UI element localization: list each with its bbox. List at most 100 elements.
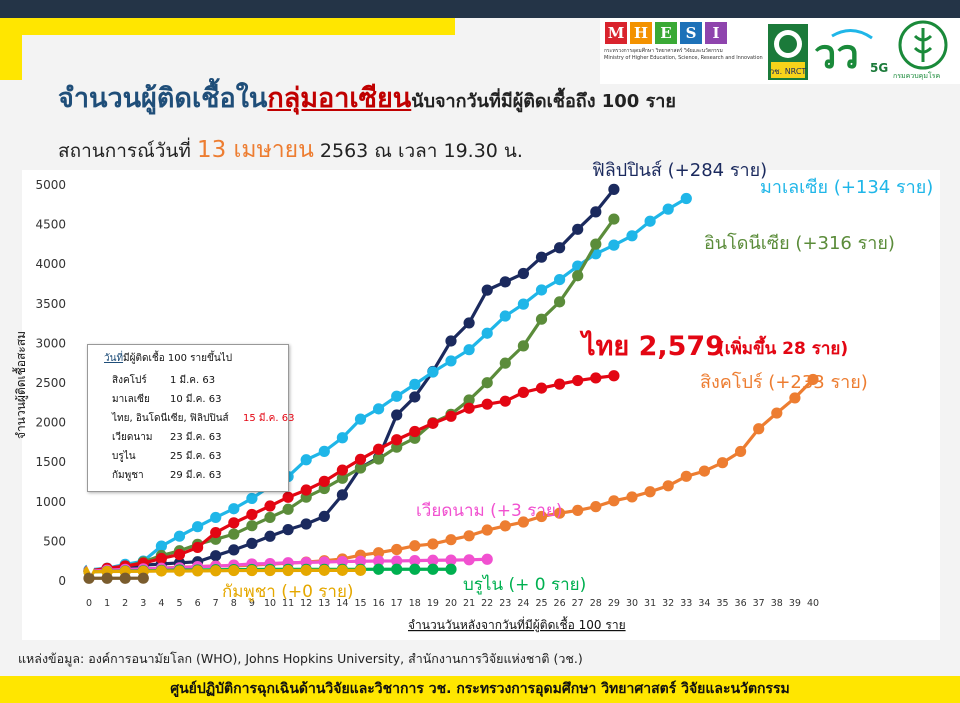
- data-point: [228, 503, 240, 515]
- data-point: [445, 554, 457, 566]
- x-tick-label: 24: [517, 598, 529, 609]
- data-point: [409, 391, 421, 403]
- data-point: [554, 507, 566, 519]
- data-point: [445, 534, 457, 546]
- data-point: [264, 564, 276, 577]
- data-point: [391, 390, 403, 402]
- data-point: [554, 273, 566, 286]
- data-point: [517, 340, 530, 352]
- data-point: [535, 510, 548, 523]
- x-tick-label: 25: [535, 598, 547, 609]
- x-tick-label: 36: [735, 598, 747, 609]
- data-point: [680, 192, 692, 205]
- data-point: [517, 267, 530, 280]
- data-point: [173, 530, 186, 542]
- data-point: [300, 454, 312, 466]
- data-point: [391, 543, 403, 556]
- mhesi-letter: I: [705, 22, 727, 44]
- x-tick-label: 8: [231, 598, 237, 609]
- footer-banner: ศูนย์ปฏิบัติการฉุกเฉินด้านวิจัยและวิชากา…: [0, 676, 960, 703]
- data-point: [246, 564, 258, 577]
- x-tick-label: 11: [282, 598, 294, 609]
- x-tick-label: 0: [86, 598, 92, 609]
- data-point: [83, 572, 95, 584]
- data-point: [246, 492, 258, 505]
- data-point: [572, 223, 584, 235]
- infobox-country: เวียดนาม: [112, 432, 153, 443]
- x-tick-label: 6: [195, 598, 201, 609]
- data-point: [445, 563, 457, 575]
- data-point: [499, 357, 511, 369]
- data-point: [644, 215, 656, 227]
- data-point: [282, 503, 294, 515]
- data-point: [698, 465, 711, 477]
- x-tick-label: 37: [753, 598, 765, 609]
- data-point: [210, 565, 222, 577]
- mhesi-letter: H: [630, 22, 652, 44]
- data-point: [481, 327, 493, 339]
- data-point: [210, 526, 222, 539]
- subtitle-prefix: สถานการณ์วันที่: [58, 140, 197, 162]
- data-point: [336, 489, 348, 501]
- infobox-header-rest: มีผู้ติดเชื้อ 100 รายขึ้นไป: [123, 353, 233, 364]
- data-point: [391, 563, 403, 575]
- mhesi-letter: S: [680, 22, 702, 44]
- data-point: [535, 313, 548, 325]
- data-point: [499, 310, 511, 322]
- data-point: [463, 530, 475, 542]
- data-point: [517, 516, 530, 528]
- data-point: [300, 564, 312, 576]
- x-tick-label: 10: [264, 598, 276, 609]
- x-tick-label: 33: [680, 598, 692, 609]
- data-point: [427, 563, 439, 575]
- data-point: [282, 491, 294, 503]
- x-tick-label: 35: [716, 598, 728, 609]
- data-point: [228, 528, 240, 540]
- x-tick-label: 32: [662, 598, 674, 609]
- data-point: [445, 410, 457, 422]
- data-point: [173, 548, 186, 561]
- mhesi-sub-th: กระทรวงการอุดมศึกษา วิทยาศาสตร์ วิจัยและ…: [604, 48, 723, 54]
- data-point: [427, 417, 439, 429]
- data-point: [409, 554, 421, 567]
- title-highlight: กลุ่มอาเซียน: [267, 83, 412, 114]
- infobox-date: 23 มี.ค. 63: [170, 432, 222, 443]
- data-point: [373, 563, 385, 575]
- data-point: [391, 555, 403, 567]
- infobox-country: บรูไน: [112, 451, 136, 462]
- data-point: [608, 213, 620, 225]
- y-tick-label: 5000: [35, 178, 66, 192]
- data-point: [590, 372, 602, 384]
- data-point: [246, 508, 258, 521]
- x-tick-label: 30: [626, 598, 638, 609]
- data-point: [336, 464, 348, 476]
- data-point: [282, 564, 294, 577]
- title-part2: นับจากวันที่มีผู้ติดเชื้อถึง 100 ราย: [411, 91, 676, 112]
- data-point: [535, 284, 548, 296]
- x-tick-label: 2: [122, 598, 128, 609]
- data-source: แหล่งข้อมูล: องค์การอนามัยโลก (WHO), Joh…: [18, 651, 583, 666]
- data-point: [336, 472, 348, 484]
- infobox-date: 15 มี.ค. 63: [243, 413, 295, 424]
- x-tick-label: 23: [499, 598, 511, 609]
- x-tick-label: 34: [698, 598, 710, 609]
- x-tick-label: 29: [608, 598, 620, 609]
- data-point: [282, 524, 294, 536]
- data-point: [644, 486, 656, 498]
- x-tick-label: 22: [481, 598, 493, 609]
- y-tick-label: 2000: [35, 416, 66, 430]
- data-point: [264, 511, 276, 524]
- y-tick-label: 1500: [35, 455, 66, 469]
- series-label: กัมพูชา (+0 ราย): [222, 582, 354, 602]
- anniversary-5g-logo-icon: วว 5G: [814, 29, 888, 78]
- y-tick-label: 2500: [35, 376, 66, 390]
- data-point: [192, 565, 204, 577]
- data-point: [192, 521, 204, 533]
- data-point: [354, 462, 367, 474]
- y-axis-title: จำนวนผู้ติดเชื้อสะสม: [12, 331, 29, 439]
- data-point: [318, 445, 330, 457]
- data-point: [192, 541, 204, 554]
- mhesi-subtitle: กระทรวงการอุดมศึกษา วิทยาศาสตร์ วิจัยและ…: [604, 48, 766, 62]
- data-point: [590, 206, 602, 218]
- data-point: [445, 355, 457, 367]
